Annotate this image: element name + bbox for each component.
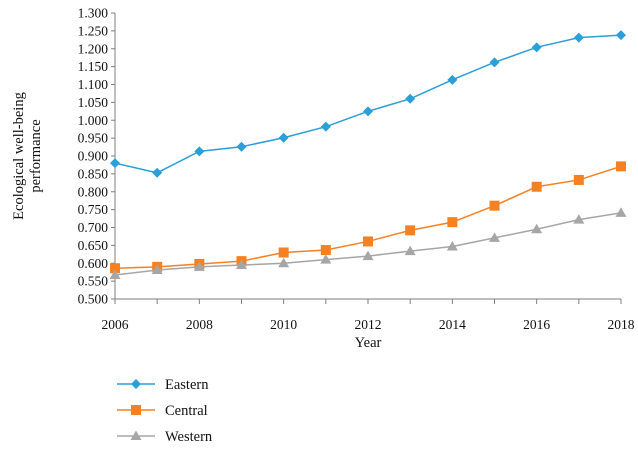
data-point-eastern	[405, 93, 416, 104]
x-tick-label: 2008	[186, 317, 213, 332]
data-point-western	[109, 269, 121, 280]
legend-label-central: Central	[165, 403, 208, 419]
data-point-central	[363, 236, 373, 247]
x-tick-label: 2018	[608, 317, 635, 332]
data-point-western	[573, 214, 585, 224]
legend-marker-western	[130, 430, 142, 440]
data-point-eastern	[110, 158, 120, 169]
x-axis-title: Year	[355, 335, 382, 351]
data-point-western	[531, 223, 543, 234]
y-axis-title-line-1: Ecological well-being	[11, 92, 27, 220]
data-point-eastern	[236, 141, 247, 152]
series-line-eastern	[114, 34, 622, 174]
data-point-central	[489, 200, 500, 211]
x-tick-label: 2016	[523, 317, 550, 332]
series-layer	[109, 30, 627, 280]
data-point-central	[447, 217, 458, 228]
data-point-western	[320, 254, 332, 264]
legend-label-eastern: Eastern	[165, 377, 209, 393]
y-tick-label: 0.900	[78, 149, 109, 164]
legend-marker-central	[131, 405, 141, 415]
x-tick-label: 2012	[355, 317, 382, 332]
data-point-western	[151, 264, 163, 275]
data-point-western	[615, 207, 627, 217]
data-point-western	[362, 250, 374, 261]
data-point-eastern	[531, 42, 542, 53]
y-tick-label: 0.850	[78, 166, 109, 181]
legend-item-western: Western	[117, 429, 213, 445]
y-tick-label: 0.700	[78, 220, 109, 235]
data-point-central	[573, 174, 584, 185]
data-point-central	[110, 263, 120, 274]
y-tick-label: 1.150	[78, 59, 109, 74]
series-eastern	[110, 30, 626, 178]
data-point-central	[531, 181, 542, 192]
data-point-western	[193, 261, 205, 271]
data-point-eastern	[152, 167, 163, 178]
y-tick-label: 1.000	[78, 113, 109, 128]
data-point-eastern	[320, 121, 331, 132]
data-point-central	[278, 247, 289, 258]
y-tick-label: 0.550	[78, 274, 109, 289]
data-point-eastern	[194, 146, 205, 157]
legend-item-eastern: Eastern	[117, 377, 209, 393]
data-point-western	[278, 257, 290, 268]
y-tick-label: 0.950	[78, 131, 109, 146]
y-tick-label: 0.600	[78, 256, 109, 271]
data-point-eastern	[616, 30, 626, 41]
legend: Eastern Central Western	[117, 377, 213, 445]
x-tick-label: 2006	[102, 317, 129, 332]
y-tick-label: 0.750	[78, 202, 109, 217]
data-point-western	[236, 259, 247, 270]
legend-label-western: Western	[165, 429, 213, 445]
data-point-central	[320, 245, 331, 256]
y-tick-label: 0.800	[78, 184, 109, 199]
legend-marker-eastern	[131, 379, 141, 389]
y-axis-title: Ecological well-being performance	[11, 92, 44, 220]
data-point-eastern	[573, 32, 584, 43]
data-point-eastern	[489, 57, 500, 68]
y-tick-label: 0.500	[78, 292, 109, 307]
data-point-western	[489, 232, 500, 242]
data-point-central	[405, 225, 416, 236]
y-axis-ticks: 0.500 0.550 0.600 0.650 0.700 0.750 0.800 0.850…	[78, 6, 115, 307]
x-axis-ticks: 2006 2008 2010 2012 2014 2016 2018	[102, 299, 635, 332]
y-tick-label: 1.100	[78, 77, 109, 92]
y-tick-label: 1.050	[78, 95, 109, 110]
data-point-eastern	[447, 74, 458, 85]
legend-item-central: Central	[117, 403, 208, 419]
y-axis-title-line-2: performance	[28, 119, 44, 192]
data-point-eastern	[278, 132, 289, 143]
x-tick-label: 2010	[270, 317, 297, 332]
y-tick-label: 1.300	[78, 6, 109, 21]
data-point-western	[446, 240, 458, 251]
data-point-central	[616, 161, 626, 172]
y-tick-label: 1.250	[78, 23, 109, 38]
x-tick-label: 2014	[439, 317, 466, 332]
series-western	[109, 207, 627, 280]
data-point-western	[404, 245, 416, 256]
y-tick-label: 0.650	[78, 238, 109, 253]
data-point-eastern	[363, 106, 373, 117]
y-tick-label: 1.200	[78, 41, 109, 56]
